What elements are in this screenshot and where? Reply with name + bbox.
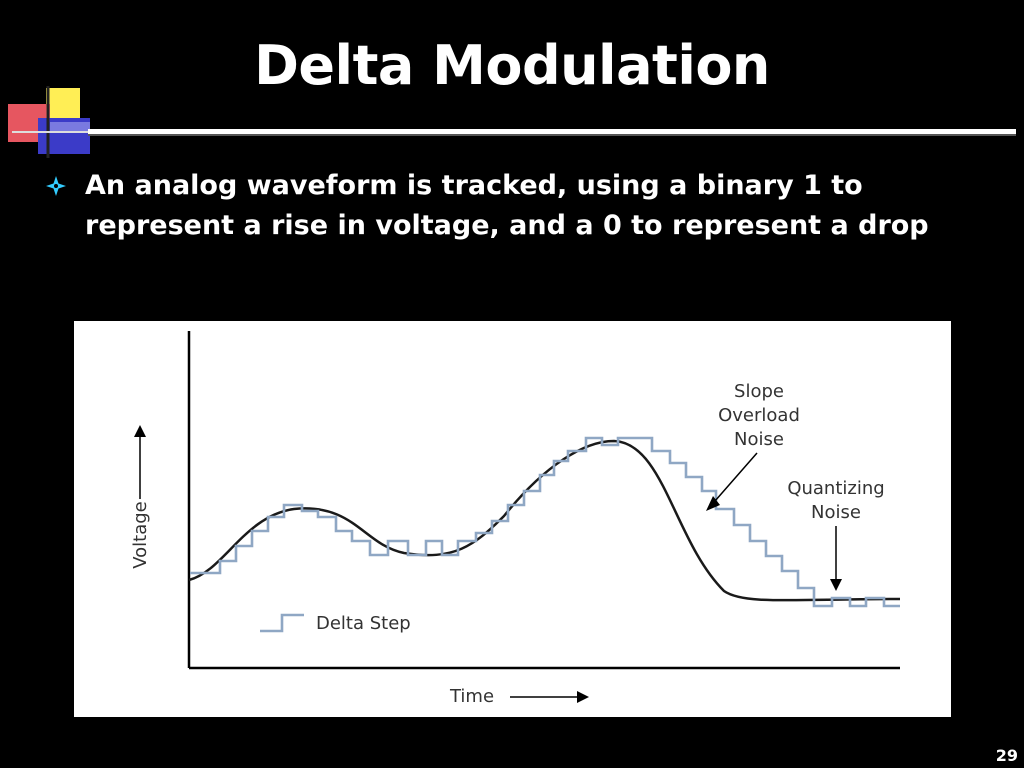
legend-step-icon [260, 613, 304, 633]
annotation-quantizing-line-2: Noise [811, 502, 861, 523]
annotation-slope-line-1: Slope [734, 381, 784, 402]
legend-label: Delta Step [316, 613, 411, 634]
y-arrowhead-icon [134, 425, 146, 437]
delta-modulation-figure: Voltage Time Delta Step Slope Overload N… [74, 321, 951, 717]
title-divider [88, 129, 1016, 134]
slope-overload-arrow [714, 452, 758, 502]
y-axis-label: Voltage [130, 501, 151, 569]
delta-modulation-diagram: Voltage Time Delta Step Slope Overload N… [130, 331, 901, 707]
analog-waveform [188, 439, 901, 602]
x-arrowhead-icon [577, 691, 589, 703]
page-number: 29 [995, 746, 1018, 765]
x-axis-label: Time [449, 686, 494, 707]
quantizing-arrowhead-icon [830, 579, 842, 591]
bullet-text: An analog waveform is tracked, using a b… [85, 170, 929, 241]
diamond-bullet-icon [46, 176, 66, 196]
slide-logo-icon [8, 86, 96, 158]
annotation-slope-line-3: Noise [734, 429, 784, 450]
annotation-slope-line-2: Overload [718, 405, 800, 426]
delta-step-trace [190, 436, 900, 608]
title-divider-shadow [88, 134, 1016, 136]
annotation-quantizing-line-1: Quantizing [787, 478, 884, 499]
slope-arrowhead-icon [706, 496, 720, 511]
slide-title: Delta Modulation [254, 34, 770, 97]
bullet-point: An analog waveform is tracked, using a b… [46, 166, 996, 246]
